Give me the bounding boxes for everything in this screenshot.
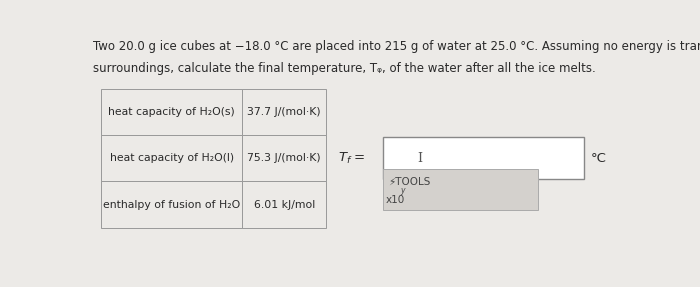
Bar: [242, 89, 326, 135]
Text: ⚡TOOLS: ⚡TOOLS: [389, 177, 431, 187]
Text: enthalpy of fusion of H₂O: enthalpy of fusion of H₂O: [103, 199, 240, 210]
Bar: [383, 137, 584, 179]
Text: heat capacity of H₂O(l): heat capacity of H₂O(l): [109, 153, 234, 163]
Bar: [383, 169, 538, 210]
Text: y: y: [400, 186, 405, 195]
Bar: [242, 135, 326, 181]
Text: 75.3 J/(mol·K): 75.3 J/(mol·K): [247, 153, 321, 163]
Text: 37.7 J/(mol·K): 37.7 J/(mol·K): [247, 107, 321, 117]
Text: x10: x10: [386, 195, 405, 205]
Text: $T_f$ =: $T_f$ =: [338, 151, 366, 166]
Text: 6.01 kJ/mol: 6.01 kJ/mol: [253, 199, 315, 210]
Text: heat capacity of H₂O(s): heat capacity of H₂O(s): [108, 107, 235, 117]
Text: °C: °C: [591, 152, 607, 165]
Text: I: I: [416, 152, 422, 165]
Text: Two 20.0 g ice cubes at −18.0 °C are placed into 215 g of water at 25.0 °C. Assu: Two 20.0 g ice cubes at −18.0 °C are pla…: [93, 40, 700, 53]
Text: surroundings, calculate the final temperature, Tᵩ, of the water after all the ic: surroundings, calculate the final temper…: [93, 62, 596, 75]
Bar: [101, 181, 242, 228]
Bar: [101, 135, 242, 181]
Bar: [242, 181, 326, 228]
Bar: [101, 89, 242, 135]
